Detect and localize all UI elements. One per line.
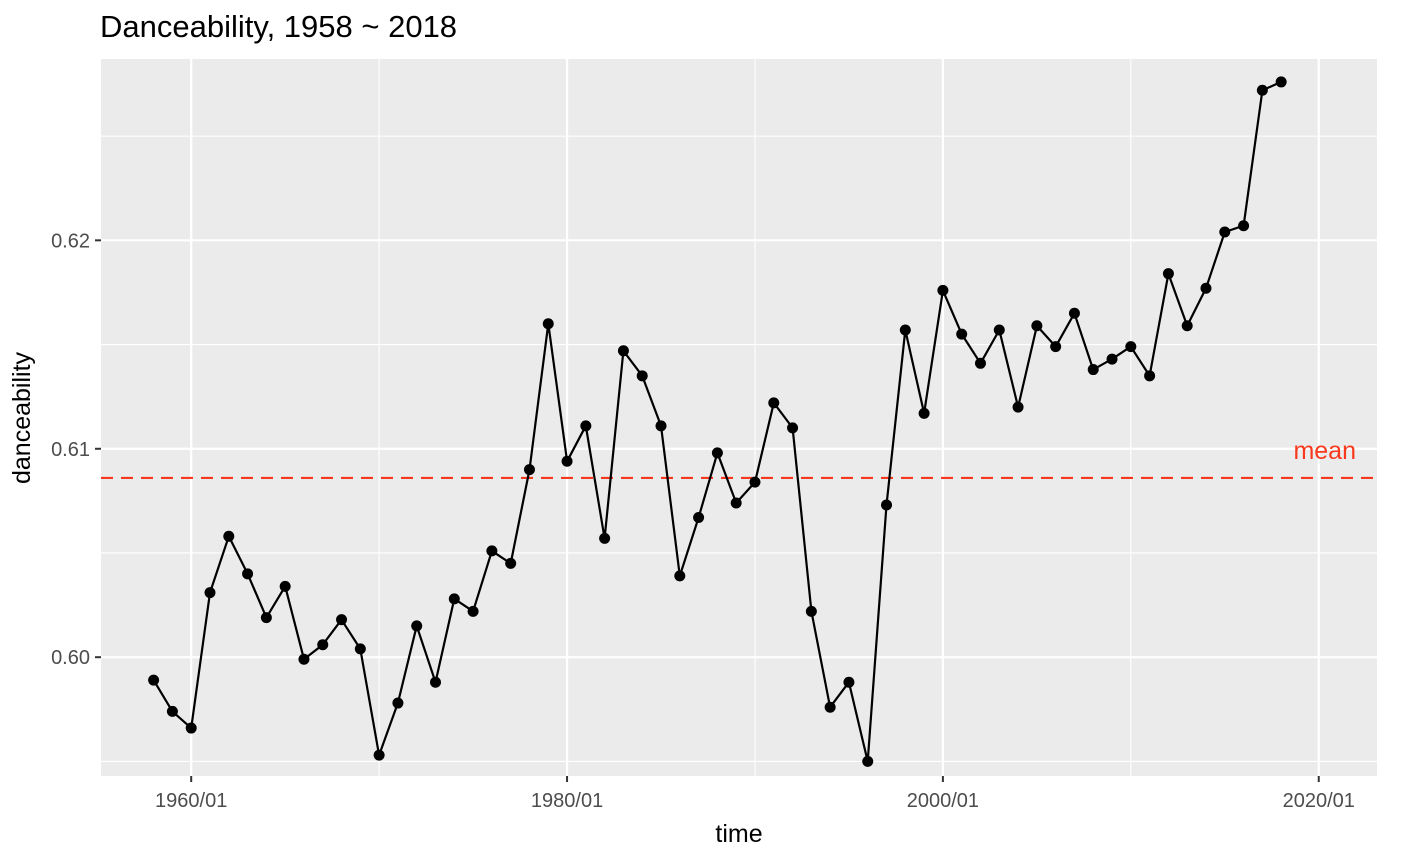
data-point (148, 674, 160, 686)
data-point (448, 593, 460, 605)
data-point (523, 464, 535, 476)
data-point (430, 676, 442, 688)
data-point (1275, 76, 1287, 88)
minor-gridlines (101, 59, 1377, 776)
x-tick-label: 1960/01 (155, 790, 227, 812)
x-tick-label: 2000/01 (907, 790, 979, 812)
major-gridlines (101, 59, 1377, 776)
x-axis: 1960/01 1980/01 2000/01 2020/01 (155, 776, 1355, 812)
data-point (223, 530, 235, 542)
data-point (1144, 370, 1156, 382)
data-point (204, 587, 216, 599)
data-point (354, 643, 366, 655)
data-point (862, 755, 874, 767)
mean-label: mean (1293, 437, 1356, 465)
data-point (730, 497, 742, 509)
data-point (279, 580, 291, 592)
data-point (260, 612, 272, 624)
data-point (1068, 307, 1080, 319)
data-point (918, 407, 930, 419)
data-point (1031, 320, 1043, 332)
data-point (1238, 220, 1250, 232)
data-point (505, 557, 517, 569)
data-point (486, 545, 498, 557)
data-point (166, 705, 178, 717)
series-danceability (148, 76, 1287, 767)
mean-reference: mean (101, 437, 1377, 480)
data-point (956, 328, 968, 340)
y-axis: 0.60 0.61 0.62 (51, 230, 101, 669)
data-point (1181, 320, 1193, 332)
data-point (561, 455, 573, 467)
data-point (392, 697, 404, 709)
y-tick-label: 0.62 (51, 230, 90, 252)
data-point (411, 620, 423, 632)
data-point (1162, 268, 1174, 280)
data-point (542, 318, 554, 330)
data-point (1219, 226, 1231, 238)
data-point (768, 397, 780, 409)
data-point (881, 499, 893, 511)
data-point (185, 722, 197, 734)
data-point (467, 605, 479, 617)
data-point (1106, 353, 1118, 365)
data-point (1012, 401, 1024, 413)
data-point (599, 532, 611, 544)
data-point (805, 605, 817, 617)
x-tick-label: 2020/01 (1283, 790, 1355, 812)
data-point (1050, 341, 1062, 353)
data-point (1256, 84, 1268, 96)
data-point (617, 345, 629, 357)
chart-title: Danceability, 1958 ~ 2018 (100, 9, 457, 44)
data-point (1125, 341, 1137, 353)
data-point (580, 420, 592, 432)
data-point (787, 422, 799, 434)
y-axis-title: danceability (8, 351, 36, 484)
data-point (937, 284, 949, 296)
data-point (824, 701, 836, 713)
data-point (242, 568, 254, 580)
data-point (636, 370, 648, 382)
data-point (317, 639, 329, 651)
y-tick-label: 0.61 (51, 439, 90, 461)
data-point (336, 614, 348, 626)
y-tick-label: 0.60 (51, 647, 90, 669)
data-point (749, 476, 761, 488)
data-point (298, 653, 310, 665)
data-point (843, 676, 855, 688)
data-point (899, 324, 911, 336)
data-point (693, 512, 705, 524)
plot-panel (101, 59, 1377, 776)
data-point (674, 570, 686, 582)
data-point (1087, 364, 1099, 376)
data-point (974, 357, 986, 369)
data-point (655, 420, 667, 432)
data-point (711, 447, 723, 459)
data-point (993, 324, 1005, 336)
data-point (1200, 282, 1212, 294)
x-tick-label: 1980/01 (531, 790, 603, 812)
data-point (373, 749, 385, 761)
x-axis-title: time (715, 820, 762, 848)
